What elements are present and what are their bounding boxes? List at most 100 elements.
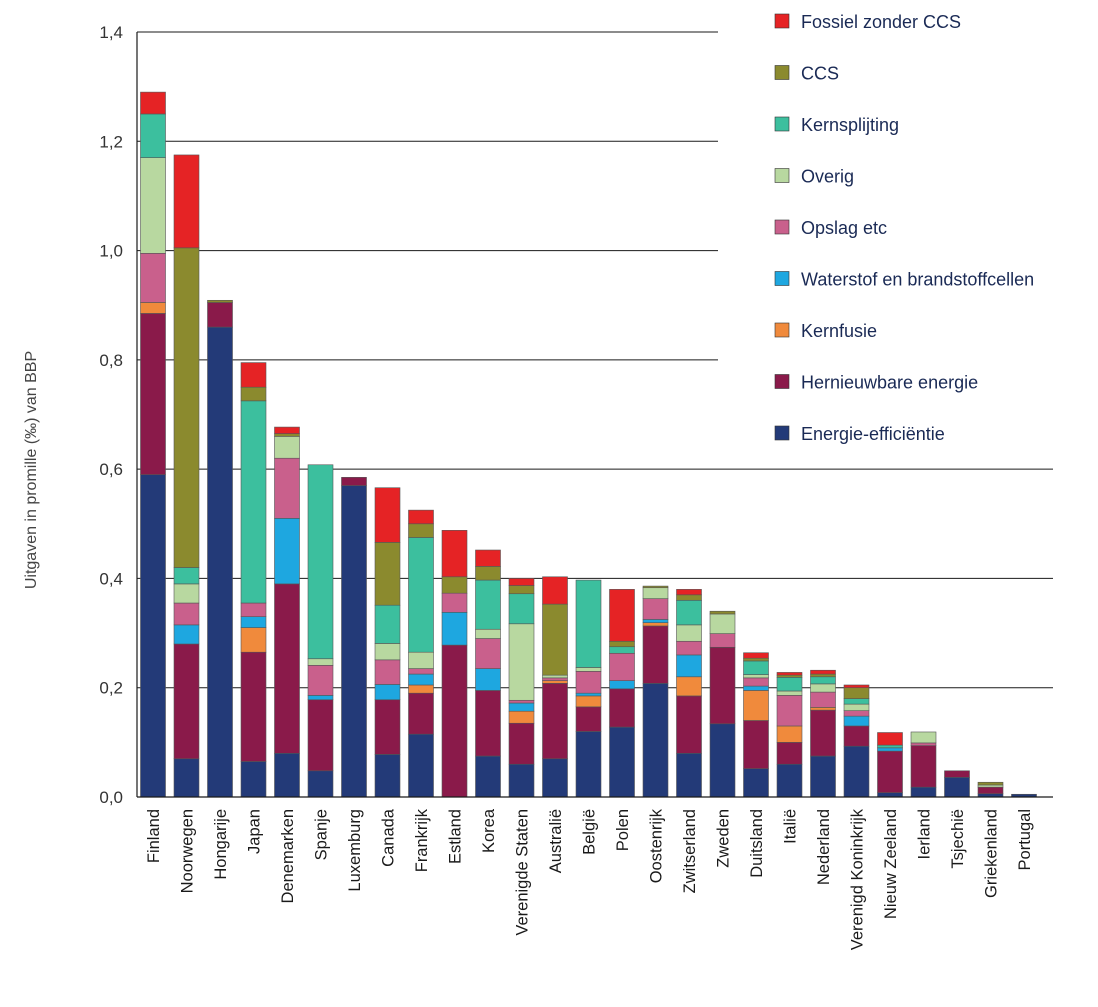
bar-segment bbox=[575, 692, 602, 697]
x-tick-label: Polen bbox=[614, 809, 632, 851]
bar-segment bbox=[609, 688, 635, 728]
bar-segment bbox=[508, 702, 535, 712]
x-tick-label: Frankrijk bbox=[413, 808, 431, 872]
bar-segment bbox=[475, 755, 501, 798]
x-tick-label: Tsjechië bbox=[949, 809, 967, 869]
legend-label: Waterstof en brandstoffcellen bbox=[801, 270, 1034, 290]
bar-segment bbox=[274, 436, 300, 459]
bar-segment bbox=[475, 566, 501, 581]
bar-segment bbox=[475, 638, 501, 669]
legend-label: Kernsplijting bbox=[801, 115, 899, 135]
bar-segment bbox=[307, 695, 334, 701]
bar-segment bbox=[843, 703, 870, 711]
x-tick-label: Nederland bbox=[815, 809, 833, 885]
bar-segment bbox=[776, 690, 803, 696]
bar-segment bbox=[743, 660, 769, 675]
bar-segment bbox=[374, 754, 401, 798]
x-tick-label: Zweden bbox=[715, 809, 733, 868]
bar-segment bbox=[609, 640, 635, 648]
bar-segment bbox=[575, 706, 602, 732]
bar-segment bbox=[810, 755, 836, 798]
bar-segment bbox=[274, 426, 300, 434]
x-tick-label: Denemarken bbox=[279, 809, 297, 903]
bar-segment bbox=[274, 583, 300, 754]
bar-segment bbox=[240, 616, 267, 628]
bar-segment bbox=[743, 768, 769, 798]
bar-segment bbox=[240, 386, 267, 402]
bar-segment bbox=[173, 247, 200, 568]
x-tick-labels: Finland Noorwegen Hongarije Japan Denemarken… bbox=[145, 808, 1034, 950]
bar-segment bbox=[441, 612, 468, 646]
bar-segment bbox=[575, 667, 602, 672]
bar-segment bbox=[374, 684, 401, 701]
y-tick-label: 1,4 bbox=[99, 23, 123, 42]
bar-segment bbox=[475, 668, 501, 691]
bar-segment bbox=[173, 602, 200, 626]
bar-segment bbox=[274, 752, 300, 798]
legend-label: Kernfusie bbox=[801, 321, 877, 341]
bar-segment bbox=[307, 770, 334, 798]
x-tick-label: Canada bbox=[380, 808, 398, 867]
bar-segment bbox=[408, 692, 434, 735]
bar-segment bbox=[709, 633, 736, 648]
bar-segment bbox=[240, 362, 267, 388]
x-tick-label: Luxemburg bbox=[346, 809, 364, 892]
x-tick-label: Estland bbox=[447, 809, 465, 864]
bar-segment bbox=[408, 537, 434, 653]
x-tick-label: Italië bbox=[782, 809, 800, 844]
x-tick-label: Griekenland bbox=[983, 809, 1001, 898]
bar-segment bbox=[776, 695, 803, 727]
bar-segment bbox=[709, 610, 736, 615]
bar-segment bbox=[374, 659, 401, 685]
bar-segment bbox=[776, 742, 803, 765]
bar-segment bbox=[910, 745, 937, 788]
bar-segment bbox=[475, 549, 501, 567]
bar-segment bbox=[843, 710, 870, 717]
bar-segment bbox=[642, 598, 669, 620]
y-tick-label: 1,2 bbox=[99, 132, 123, 151]
bar-segment bbox=[508, 763, 535, 798]
x-tick-label: Verenigde Staten bbox=[514, 809, 532, 936]
bar-segment bbox=[374, 699, 401, 755]
bar-segment bbox=[743, 674, 769, 679]
bar-segment bbox=[508, 593, 535, 625]
bar-segment bbox=[240, 400, 267, 604]
legend-swatch bbox=[774, 116, 790, 132]
bar-segment bbox=[508, 722, 535, 765]
x-tick-label: Spanje bbox=[313, 809, 331, 860]
bar-segment bbox=[642, 585, 669, 589]
bar-segment bbox=[676, 654, 702, 678]
bar-segment bbox=[173, 643, 200, 760]
x-tick-label: Nieuw Zeeland bbox=[882, 809, 900, 919]
bar-segment bbox=[743, 657, 769, 662]
bar-segment bbox=[341, 477, 367, 486]
y-tick-label: 0,2 bbox=[99, 679, 123, 698]
bar-segment bbox=[810, 691, 836, 708]
bar-segment bbox=[441, 592, 468, 613]
legend: Fossiel zonder CCS CCS Kernsplijting Overig… bbox=[718, 0, 1098, 452]
bar-segment bbox=[207, 302, 233, 328]
bar-segment bbox=[274, 457, 300, 519]
legend-label: Opslag etc bbox=[801, 218, 887, 238]
bar-segment bbox=[776, 725, 803, 743]
legend-label: Hernieuwbare energie bbox=[801, 373, 978, 393]
bar-segment bbox=[374, 643, 401, 661]
x-tick-label: België bbox=[581, 809, 599, 855]
bar-segment bbox=[374, 487, 401, 543]
bar-segment bbox=[743, 720, 769, 769]
bar-segment bbox=[910, 786, 937, 798]
bar-segment bbox=[642, 622, 669, 627]
y-tick-label: 0,8 bbox=[99, 351, 123, 370]
x-tick-label: Finland bbox=[145, 809, 163, 863]
bar-segment bbox=[709, 723, 736, 798]
bar-segment bbox=[408, 651, 434, 669]
bar-segment bbox=[776, 674, 803, 678]
bar-segment bbox=[575, 695, 602, 708]
bar-segment bbox=[776, 677, 803, 692]
bar-segment bbox=[642, 587, 669, 599]
bar-segment bbox=[475, 628, 501, 639]
x-tick-label: Korea bbox=[480, 808, 498, 853]
bar-segment bbox=[542, 674, 568, 679]
bar-segment bbox=[877, 744, 903, 749]
bar-segment bbox=[575, 579, 602, 668]
